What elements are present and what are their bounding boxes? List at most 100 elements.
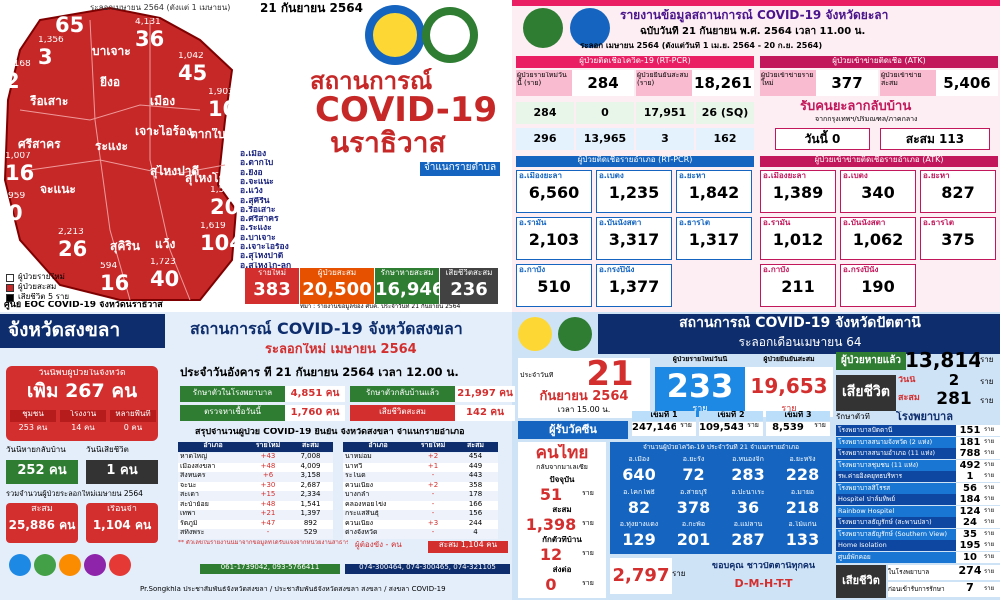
phone: 074-300464, 074-300465, 074-321105 <box>345 564 510 574</box>
table-cell: คลองหอยโข่ง <box>343 500 413 510</box>
unit: ราย <box>984 551 1000 563</box>
table-cell: 449 <box>453 462 498 472</box>
today-header: วันนี้พบผู้ป่วยในจังหวัด <box>38 369 126 378</box>
hospital-name: Hospitel ปาล์มทิพย์ <box>836 494 956 505</box>
title-province: นราธิวาส <box>330 128 446 159</box>
district-name: สุไหงโก-ลก <box>185 172 246 185</box>
district-value: 3,317 <box>608 231 660 249</box>
district-value: 283 <box>731 466 765 484</box>
box <box>760 70 816 96</box>
box <box>518 442 606 598</box>
box <box>6 366 158 441</box>
unit: ราย <box>984 581 1000 597</box>
district-name: ตากใบ <box>190 128 226 141</box>
table-cell: ควนเนียง <box>343 519 413 529</box>
district-name: อ.ยะรัง <box>682 456 705 463</box>
box <box>760 217 836 260</box>
box <box>596 170 672 213</box>
district-name: อ.เบตง <box>599 172 624 180</box>
dose-value: 247,146 <box>632 422 676 436</box>
box <box>760 264 836 307</box>
returnee-value: 0 <box>545 576 557 594</box>
box <box>920 217 996 260</box>
month: กันยายน 2564 <box>539 390 629 404</box>
district-item: อ.รือเสาะ <box>240 205 276 215</box>
prison-label: ผู้ต้องขัง - คน <box>355 541 402 549</box>
district-value: 6,560 <box>528 184 580 202</box>
return-title: รับคนยะลากลับบ้าน <box>800 100 912 114</box>
map-new: 2 <box>5 70 20 93</box>
value: 377 <box>816 70 878 96</box>
hospital-name: โรงพยาบาลชุมชน (11 แห่ง) <box>836 459 956 471</box>
district-name: อ.แม่ลาน <box>733 521 763 528</box>
table-cell: 244 <box>453 519 498 529</box>
table-cell: 443 <box>453 472 498 482</box>
credit: Pr.Songkhla ประชาสัมพันธ์จังหวัดสงขลา / … <box>140 586 446 593</box>
map-total: 1,042 <box>178 52 204 61</box>
district-item: อ.แว้ง <box>240 187 263 197</box>
phone: 061-1739042, 093-5766411 <box>200 564 340 574</box>
unit: ราย <box>980 397 994 405</box>
summary-label: รายใหม่ <box>258 269 286 277</box>
hospital-label: รักษาตัวที่ <box>836 413 870 421</box>
dose-label: เข็มที่ 2 <box>699 411 763 421</box>
dose-label: เข็มที่ 1 <box>632 411 696 421</box>
label: ผู้ป่วยรายใหม่วันนี้ (ราย) <box>517 72 567 87</box>
district-value: 72 <box>682 466 705 484</box>
cell: 296 <box>516 128 574 150</box>
hospital-value: 24 <box>956 517 984 528</box>
box <box>6 284 14 292</box>
return-sub: จากกรุงเทพฯ/ปริมณฑล/ภาคกลาง <box>815 116 918 123</box>
legend-label: ผู้ป่วยสะสม <box>18 283 57 291</box>
dmhtt: D-M-H-T-T <box>734 578 793 590</box>
district-value: 228 <box>785 466 820 484</box>
box <box>596 217 672 260</box>
district-item: อ.ศรีสาคร <box>240 215 279 225</box>
district-item: อ.บาเจาะ <box>240 233 276 243</box>
table-cell: เทพา <box>178 510 248 520</box>
table-cell: - <box>413 472 453 482</box>
district-value: 201 <box>676 531 711 549</box>
district-value: 378 <box>676 498 711 517</box>
table-cell: +15 <box>248 491 288 501</box>
district-name: อ.ทุ่งยางแดง <box>619 521 659 528</box>
box <box>375 268 439 304</box>
map-total: 2,213 <box>58 228 84 237</box>
box <box>598 314 1000 354</box>
hospital-name: ศูนย์พักคอย <box>836 551 956 563</box>
district-name: อ.ปะนาเระ <box>731 488 765 496</box>
table-cell: +30 <box>248 481 288 491</box>
cum-value: 1,104 คน <box>92 519 152 532</box>
table-cell: +47 <box>248 519 288 529</box>
cell: 13,965 <box>576 128 634 150</box>
table-cell: 156 <box>453 510 498 520</box>
label: ผู้ป่วยเข้าข่ายสะสม <box>881 72 922 87</box>
table-header: รายใหม่ <box>248 442 288 452</box>
label: วันนี้ <box>898 376 916 385</box>
unit: ราย <box>984 494 1000 505</box>
map-total: 959 <box>8 192 26 201</box>
table-cell: - <box>248 529 288 539</box>
thanks: ขอบคุณ ชาวปัตตานีทุกคน <box>711 562 816 571</box>
district-item: อ.เจาะไอร้อง <box>240 243 289 252</box>
district-item: อ.เมือง <box>240 150 267 159</box>
map-new: 20 <box>210 196 240 219</box>
table-cell: จะนะ <box>178 481 248 491</box>
table-cell: 2,334 <box>288 491 333 501</box>
label: วันนี้เสียชีวิต <box>86 446 129 454</box>
table-cell: ต่างจังหวัด <box>343 529 413 539</box>
map-total: 1,007 <box>5 152 31 161</box>
unit: ราย <box>582 520 594 527</box>
label: ผู้ป่วยเข้าข่ายรายใหม่ <box>761 72 814 87</box>
box <box>636 70 692 96</box>
box <box>610 442 832 554</box>
return-today: วันนี้ 0 <box>775 128 870 150</box>
district-value: 129 <box>622 531 656 549</box>
recovered: 13,814 <box>905 349 980 372</box>
label: ผู้ป่วยยืนยันสะสม (ราย) <box>637 72 689 87</box>
table-cell: - <box>413 500 453 510</box>
table-cell: ระโนด <box>343 472 413 482</box>
table-cell: +2 <box>413 453 453 463</box>
box <box>518 358 650 418</box>
table-cell: 166 <box>453 500 498 510</box>
